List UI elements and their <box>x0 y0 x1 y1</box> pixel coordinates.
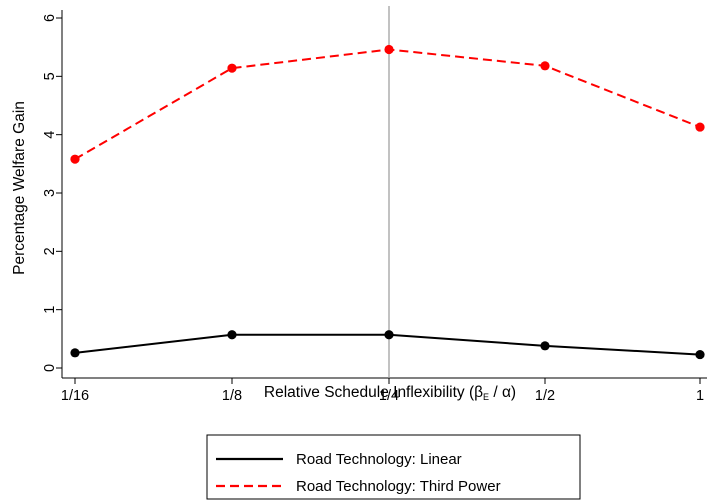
x-tick-label: 1 <box>696 388 704 404</box>
legend: Road Technology: Linear Road Technology: … <box>206 434 581 500</box>
y-tick-label: 4 <box>42 131 58 139</box>
axis-labels: Relative Schedule Inflexibility (βE / α)… <box>11 101 516 402</box>
data-point <box>695 349 705 360</box>
data-point <box>227 330 237 340</box>
legend-label-1: Road Technology: Third Power <box>296 478 501 495</box>
y-tick-label: 3 <box>42 189 58 197</box>
data-point <box>384 44 394 55</box>
x-tick-label: 1/4 <box>379 388 399 404</box>
data-point <box>70 348 80 358</box>
x-tick-label: 1/2 <box>535 388 555 404</box>
x-tick-label: 1/8 <box>222 388 242 404</box>
legend-label-0: Road Technology: Linear <box>296 451 462 468</box>
data-point <box>540 61 550 71</box>
y-tick-label: 6 <box>42 14 58 22</box>
data-point <box>384 330 394 340</box>
x-tick-label: 1/16 <box>61 388 89 404</box>
data-point <box>227 63 237 73</box>
y-tick-label: 5 <box>42 72 58 80</box>
legend-box <box>206 434 581 500</box>
y-axis-label: Percentage Welfare Gain <box>11 101 28 275</box>
data-point <box>70 154 80 164</box>
y-tick-label: 0 <box>42 364 58 372</box>
axes: 0 1 2 3 4 5 6 1/16 1/8 1/4 1/2 1 <box>42 10 707 404</box>
data-point <box>695 122 705 132</box>
data-point <box>540 341 550 351</box>
series-group <box>70 44 705 360</box>
y-tick-label: 1 <box>42 306 58 314</box>
y-tick-label: 2 <box>42 247 58 255</box>
x-axis-label: Relative Schedule Inflexibility (βE / α) <box>264 384 516 402</box>
series-line-1 <box>74 48 701 161</box>
